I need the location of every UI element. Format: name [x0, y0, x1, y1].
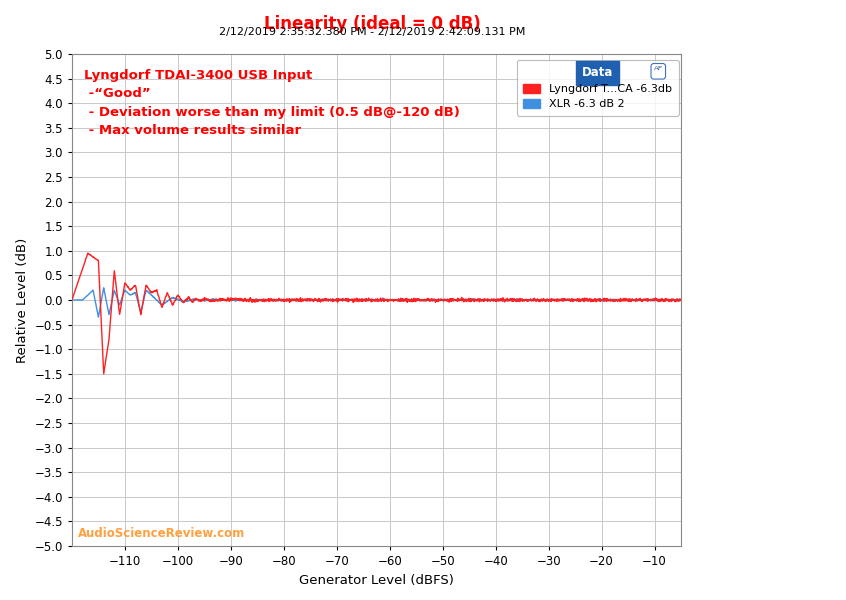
Text: AudioScienceReview.com: AudioScienceReview.com: [78, 527, 245, 540]
Text: 2/12/2019 2:35:32.380 PM - 2/12/2019 2:42:09.131 PM: 2/12/2019 2:35:32.380 PM - 2/12/2019 2:4…: [219, 27, 525, 37]
Legend: Lyngdorf T...CA -6.3db, XLR -6.3 dB 2: Lyngdorf T...CA -6.3db, XLR -6.3 dB 2: [517, 59, 678, 116]
Text: Linearity (ideal = 0 dB): Linearity (ideal = 0 dB): [264, 15, 481, 33]
Text: Lyngdorf TDAI-3400 USB Input
 -“Good”
 - Deviation worse than my limit (0.5 dB@-: Lyngdorf TDAI-3400 USB Input -“Good” - D…: [84, 69, 460, 137]
X-axis label: Generator Level (dBFS): Generator Level (dBFS): [299, 574, 454, 587]
Y-axis label: Relative Level (dB): Relative Level (dB): [16, 238, 29, 362]
Text: ᴬᴾ: ᴬᴾ: [654, 66, 662, 76]
